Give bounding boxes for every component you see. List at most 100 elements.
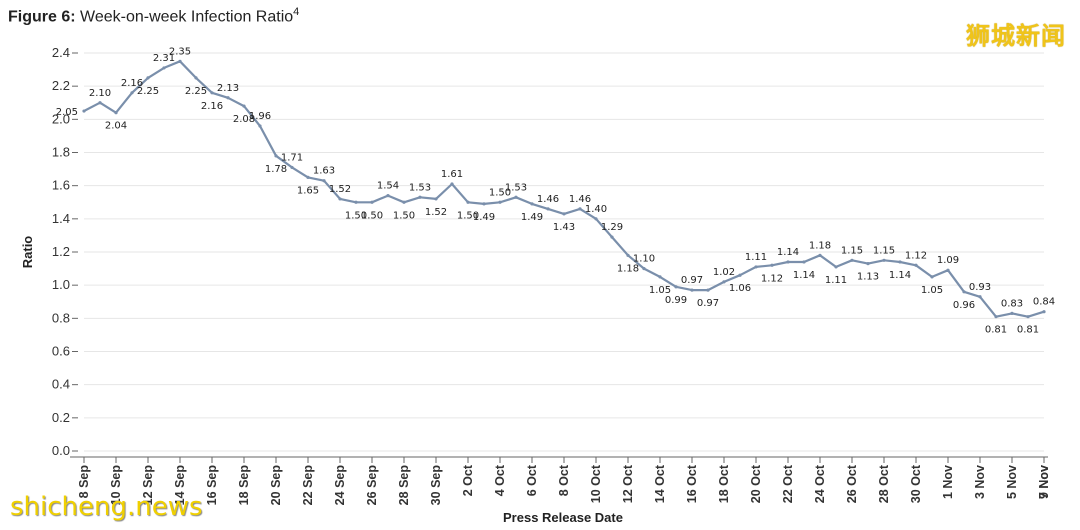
x-tick-label: 28 Sep	[397, 465, 411, 506]
data-label: 2.35	[169, 46, 191, 57]
data-point	[914, 263, 918, 267]
data-label: 1.15	[873, 245, 895, 256]
data-label: 2.25	[185, 86, 207, 97]
x-tick-label: 10 Sep	[109, 465, 123, 506]
data-point	[546, 207, 550, 211]
data-label: 0.93	[969, 282, 991, 293]
data-label: 1.09	[937, 255, 959, 266]
data-point	[146, 76, 150, 80]
data-label: 1.12	[761, 273, 783, 284]
x-tick-label: 18 Oct	[717, 464, 731, 503]
data-label: 2.16	[201, 101, 223, 112]
data-point	[978, 295, 982, 299]
y-axis-ticks: 0.0 0.2 0.4 0.6 0.8 1.0 1.2 1.4 1.6 1.8 2.0 2.2 2.4	[52, 45, 70, 458]
data-point	[418, 195, 422, 199]
x-tick-label: 14 Sep	[173, 465, 187, 506]
data-point	[578, 207, 582, 211]
data-point	[674, 285, 678, 289]
figure-label: Figure 6:	[8, 8, 76, 26]
data-label: 1.40	[585, 204, 607, 215]
data-label: 1.06	[729, 283, 751, 294]
data-point	[1042, 310, 1046, 314]
data-point	[162, 66, 166, 70]
data-label: 2.16	[121, 78, 143, 89]
data-point	[514, 195, 518, 199]
data-point	[354, 200, 358, 204]
data-label: 2.25	[137, 86, 159, 97]
x-tick-label: 22 Oct	[781, 464, 795, 503]
x-tick-label: 2 Oct	[461, 464, 475, 496]
data-point	[930, 275, 934, 279]
data-point	[610, 235, 614, 239]
data-point	[850, 258, 854, 262]
x-tick-label: 8 Sep	[77, 465, 91, 499]
data-labels: 2.052.102.042.162.252.312.352.252.162.13…	[56, 46, 1055, 335]
x-tick-label: 26 Oct	[845, 464, 859, 503]
series-group	[82, 59, 1046, 319]
data-label: 1.02	[713, 267, 735, 278]
y-tick-label: 0.4	[52, 377, 70, 392]
data-point	[962, 290, 966, 294]
data-label: 1.50	[393, 210, 415, 221]
data-label: 1.71	[281, 152, 303, 163]
data-label: 1.65	[297, 185, 319, 196]
data-label: 1.05	[649, 285, 671, 296]
axes	[70, 52, 1048, 463]
x-tick-label: 14 Oct	[653, 464, 667, 503]
x-tick-label: 3 Nov	[973, 465, 987, 499]
data-point	[882, 258, 886, 262]
data-label: 1.96	[249, 111, 271, 122]
data-point	[274, 154, 278, 158]
x-tick-label: 26 Sep	[365, 465, 379, 506]
data-point	[130, 91, 134, 95]
data-point	[194, 76, 198, 80]
data-point	[98, 101, 102, 105]
data-label: 2.13	[217, 83, 239, 94]
y-tick-label: 1.6	[52, 178, 70, 193]
data-label: 1.18	[809, 240, 831, 251]
data-label: 1.11	[825, 275, 847, 286]
data-point	[1026, 315, 1030, 319]
data-point	[594, 217, 598, 221]
y-tick-label: 0.6	[52, 344, 70, 359]
y-tick-label: 2.0	[52, 111, 70, 126]
gridlines	[84, 52, 1044, 452]
x-tick-label: 4 Oct	[493, 464, 507, 496]
data-point	[770, 263, 774, 267]
data-point	[626, 253, 630, 257]
data-label: 1.43	[553, 222, 575, 233]
y-tick-label: 0.8	[52, 310, 70, 325]
data-point	[802, 260, 806, 264]
data-point	[530, 202, 534, 206]
data-point	[434, 197, 438, 201]
watermark-text: shicheng.news	[10, 492, 203, 522]
data-label: 1.12	[905, 250, 927, 261]
data-point	[482, 202, 486, 206]
data-label: 1.54	[377, 181, 399, 192]
data-label: 1.14	[793, 270, 815, 281]
data-point	[994, 315, 998, 319]
data-label: 1.11	[745, 252, 767, 263]
data-point	[706, 288, 710, 292]
data-point	[722, 280, 726, 284]
x-tick-label: 12 Sep	[141, 465, 155, 506]
data-point	[114, 111, 118, 115]
x-tick-label: 30 Oct	[909, 464, 923, 503]
data-label: 1.78	[265, 164, 287, 175]
footnote-marker: 4	[293, 6, 300, 18]
data-label: 0.81	[985, 325, 1007, 336]
data-label: 1.50	[457, 210, 479, 221]
x-axis-ticks: 8 Sep 10 Sep 12 Sep 14 Sep 16 Sep 18 Sep 20 Se…	[77, 464, 1051, 505]
data-label: 1.52	[329, 184, 351, 195]
data-point	[562, 212, 566, 216]
data-label: 1.49	[521, 212, 543, 223]
data-label: 2.08	[233, 114, 255, 125]
data-label: 1.18	[617, 263, 639, 274]
data-label: 1.10	[633, 254, 655, 265]
data-label: 2.05	[56, 107, 78, 118]
y-tick-label: 1.0	[52, 277, 70, 292]
x-tick-label: 5 Nov	[1005, 465, 1019, 499]
data-label: 1.46	[569, 194, 591, 205]
data-point	[258, 124, 262, 128]
